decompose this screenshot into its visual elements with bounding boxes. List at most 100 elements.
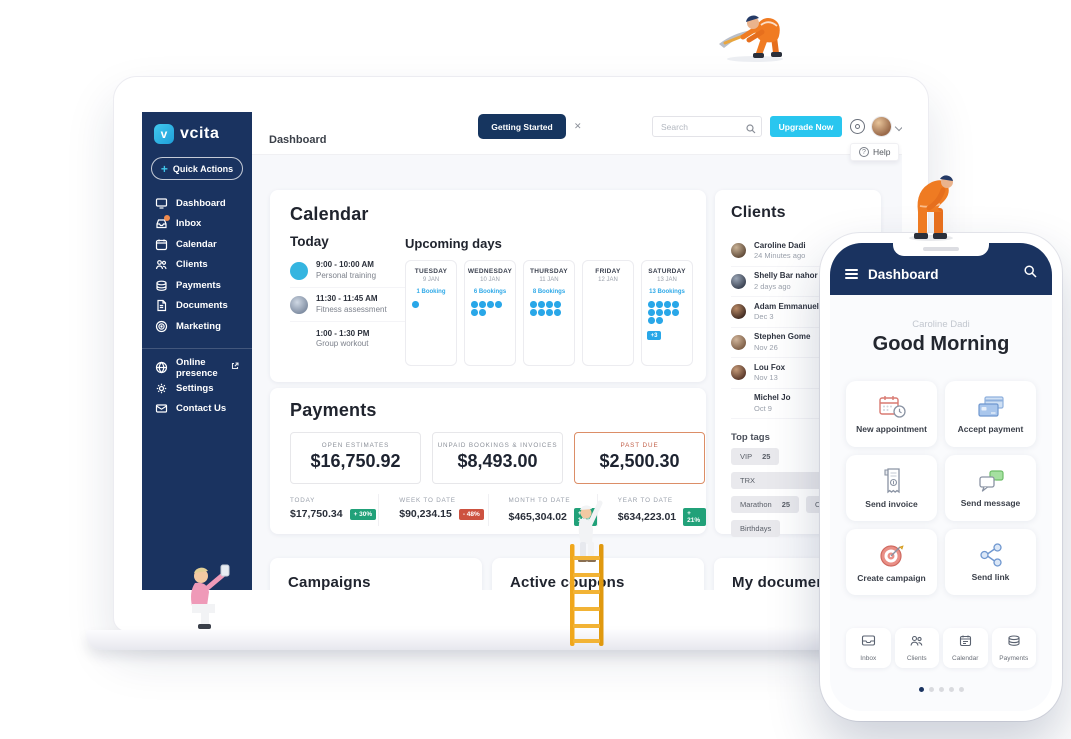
change-badge: - 48% xyxy=(458,508,484,520)
accept-payment-button[interactable]: Accept payment xyxy=(945,381,1036,447)
page-title: Dashboard xyxy=(269,134,327,146)
laptop-base xyxy=(86,630,970,650)
sidebar-item-marketing[interactable]: Marketing xyxy=(142,316,252,337)
phone-speaker xyxy=(923,247,959,251)
phone-bottom-nav: Inbox Clients Calendar Payments xyxy=(846,628,1036,668)
sidebar-item-contact-us[interactable]: Contact Us xyxy=(142,399,252,420)
sidebar-divider xyxy=(142,347,252,349)
payment-stat: YEAR TO DATE $634,223.01 + 21% xyxy=(596,494,706,526)
sidebar-item-settings[interactable]: Settings xyxy=(142,378,252,399)
client-avatar xyxy=(731,304,746,320)
payments-icon xyxy=(155,279,168,292)
day-card[interactable]: WEDNESDAY 10 JAN 6 Bookings xyxy=(464,260,516,366)
user-avatar[interactable] xyxy=(872,117,891,136)
phone-nav-calendar[interactable]: Calendar xyxy=(943,628,988,668)
whats-new-icon[interactable] xyxy=(850,119,865,134)
day-card[interactable]: SATURDAY 13 JAN 13 Bookings +3 xyxy=(641,260,693,366)
active-coupons-card[interactable]: Active coupons xyxy=(492,558,704,590)
phone-mockup: Dashboard Caroline Dadi Good Morning New… xyxy=(820,233,1062,721)
dashboard-app: v vcita + Quick Actions Dashboard Inbox xyxy=(142,112,902,590)
help-button[interactable]: ? Help xyxy=(850,143,900,161)
sidebar-item-online-presence[interactable]: Online presence xyxy=(142,357,252,379)
close-icon[interactable]: ✕ xyxy=(574,121,582,131)
day-card[interactable]: THURSDAY 11 JAN 8 Bookings xyxy=(523,260,575,366)
target-icon xyxy=(878,541,906,569)
topbar: Dashboard Getting Started ✕ Upgrade Now xyxy=(252,112,902,155)
send-link-button[interactable]: Send link xyxy=(945,529,1036,595)
greeting: Good Morning xyxy=(872,333,1010,355)
client-tag[interactable]: TRX xyxy=(731,472,841,489)
overflow-badge: +3 xyxy=(646,331,662,340)
quick-actions-button[interactable]: + Quick Actions xyxy=(151,157,243,180)
clients-icon xyxy=(155,258,168,271)
calendar-event[interactable]: 9:00 - 10:00 AM Personal training xyxy=(290,254,408,288)
sidebar-item-clients[interactable]: Clients xyxy=(142,255,252,276)
clients-title: Clients xyxy=(731,204,786,221)
client-tag[interactable]: VIP 25 xyxy=(731,448,780,465)
phone-nav-payments[interactable]: Payments xyxy=(991,628,1036,668)
day-card[interactable]: TUESDAY 9 JAN 1 Booking xyxy=(405,260,457,366)
payment-kpi-box[interactable]: OPEN ESTIMATES $16,750.92 xyxy=(290,432,421,484)
search-input[interactable] xyxy=(652,116,762,137)
phone-nav-inbox[interactable]: Inbox xyxy=(846,628,891,668)
day-card[interactable]: FRIDAY 12 JAN xyxy=(582,260,634,366)
upcoming-days-title: Upcoming days xyxy=(405,236,502,251)
campaigns-card[interactable]: Campaigns xyxy=(270,558,482,590)
client-avatar xyxy=(731,273,746,289)
payment-kpi-box[interactable]: PAST DUE $2,500.30 xyxy=(574,432,705,484)
clients-icon xyxy=(909,634,924,652)
credit-card-icon xyxy=(976,394,1006,420)
client-row[interactable]: Shelly Bar nahor 2 days ago xyxy=(731,267,871,297)
event-avatar xyxy=(290,295,308,314)
sidebar-item-dashboard[interactable]: Dashboard xyxy=(142,193,252,214)
event-avatar xyxy=(290,261,308,280)
page-dots[interactable] xyxy=(830,687,1052,692)
payment-stat: MONTH TO DATE $465,304.02 + 10% xyxy=(487,494,597,526)
external-link-icon xyxy=(231,362,239,373)
payment-stat: TODAY $17,750.34 + 30% xyxy=(270,494,378,526)
sidebar-item-inbox[interactable]: Inbox xyxy=(142,214,252,235)
client-row[interactable]: Adam Emmanuel Dec 3 xyxy=(731,297,871,328)
calendar-event[interactable]: 11:30 - 11:45 AM Fitness assessment xyxy=(290,288,408,322)
upgrade-now-button[interactable]: Upgrade Now xyxy=(770,116,842,137)
client-tag[interactable]: Birthdays xyxy=(731,520,781,537)
payments-title: Payments xyxy=(290,400,377,420)
globe-icon xyxy=(155,361,168,374)
phone-nav-clients[interactable]: Clients xyxy=(894,628,939,668)
decor-worker-pickaxe xyxy=(719,15,783,62)
sidebar-item-calendar[interactable]: Calendar xyxy=(142,234,252,255)
laptop-mockup: v vcita + Quick Actions Dashboard Inbox xyxy=(113,76,929,632)
getting-started-tab[interactable]: Getting Started xyxy=(478,114,566,139)
phone-header: Dashboard xyxy=(830,243,1052,295)
booking-dots xyxy=(406,301,456,308)
calendar-title: Calendar xyxy=(290,204,369,224)
send-invoice-button[interactable]: Send invoice xyxy=(846,455,937,521)
client-row[interactable]: Michel Jo Oct 9 xyxy=(731,389,871,419)
sidebar-item-payments[interactable]: Payments xyxy=(142,275,252,296)
send-message-button[interactable]: Send message xyxy=(945,455,1036,521)
payment-kpis: OPEN ESTIMATES $16,750.92 UNPAID BOOKING… xyxy=(290,432,705,484)
client-row[interactable]: Lou Fox Nov 13 xyxy=(731,358,871,389)
gear-icon xyxy=(155,382,168,395)
share-icon xyxy=(977,542,1005,568)
client-tag[interactable]: Marathon 25 xyxy=(731,496,800,513)
client-row[interactable]: Stephen Gome Nov 26 xyxy=(731,328,871,358)
chevron-down-icon[interactable] xyxy=(894,122,902,132)
client-row[interactable]: Caroline Dadi 24 Minutes ago xyxy=(731,236,871,267)
clients-list: Caroline Dadi 24 Minutes ago Shelly Bar … xyxy=(731,236,871,419)
phone-search-icon[interactable] xyxy=(1024,265,1037,283)
payment-kpi-box[interactable]: UNPAID BOOKINGS & INVOICES $8,493.00 xyxy=(432,432,563,484)
inbox-icon xyxy=(861,634,876,652)
new-appointment-button[interactable]: New appointment xyxy=(846,381,937,447)
change-badge: + 10% xyxy=(573,508,597,526)
menu-icon[interactable] xyxy=(845,267,858,281)
sidebar-item-documents[interactable]: Documents xyxy=(142,296,252,317)
create-campaign-button[interactable]: Create campaign xyxy=(846,529,937,595)
plus-icon: + xyxy=(160,161,168,176)
phone-notch xyxy=(893,243,989,256)
calendar-event[interactable]: 1:00 - 1:30 PM Group workout xyxy=(290,322,408,356)
calendar-icon xyxy=(155,238,168,251)
message-icon xyxy=(976,468,1006,494)
phone-action-grid: New appointment Accept payment Send invo… xyxy=(846,381,1036,595)
